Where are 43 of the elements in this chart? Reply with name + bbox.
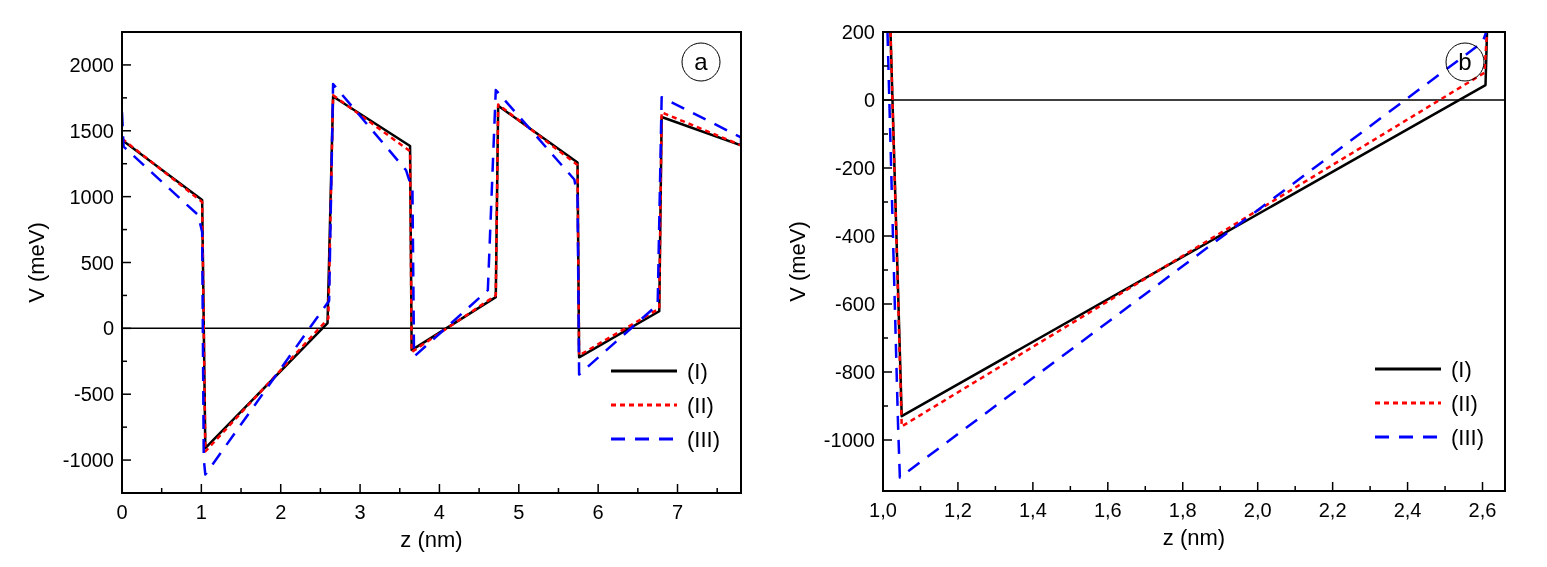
- y-tick-label: 0: [102, 317, 114, 340]
- x-tick-label: 1,0: [869, 499, 897, 521]
- x-tick-label: 7: [671, 501, 684, 523]
- x-tick-label: 2,4: [1393, 499, 1422, 521]
- y-tick-label: 200: [841, 21, 875, 43]
- annotation: b: [1458, 48, 1472, 75]
- y-tick-label: 1500: [69, 119, 114, 142]
- legend-label: (I): [1451, 357, 1472, 382]
- x-tick-label: 4: [433, 501, 445, 523]
- y-tick-label: -800: [834, 361, 875, 383]
- x-tick-label: 1,6: [1093, 499, 1122, 521]
- y-tick-label: -600: [834, 293, 875, 315]
- legend-label: (II): [687, 393, 714, 418]
- legend-label: (III): [1451, 425, 1484, 450]
- y-tick-label: -200: [834, 157, 875, 179]
- y-axis-title: V (meV): [785, 221, 810, 302]
- y-tick-label: 500: [80, 251, 114, 274]
- x-tick-label: 2,2: [1318, 499, 1347, 521]
- x-tick-label: 3: [354, 501, 366, 523]
- y-tick-label: 0: [863, 89, 875, 111]
- y-tick-label: -1000: [62, 449, 114, 472]
- y-tick-label: -500: [73, 383, 114, 406]
- legend-label: (III): [687, 427, 720, 452]
- x-tick-label: 1,2: [944, 499, 972, 521]
- x-axis-title: z (nm): [400, 527, 463, 552]
- x-tick-label: 5: [513, 501, 525, 523]
- x-tick-label: 1,8: [1168, 499, 1197, 521]
- x-tick-label: 6: [592, 501, 604, 523]
- y-tick-label: 1000: [69, 185, 114, 208]
- y-tick-label: -400: [834, 225, 875, 247]
- x-tick-label: 2: [275, 501, 287, 523]
- x-tick-label: 1: [195, 501, 207, 523]
- x-tick-label: 1,4: [1018, 499, 1047, 521]
- y-axis-title: V (meV): [24, 222, 49, 303]
- x-tick-label: 0: [116, 501, 128, 523]
- y-tick-label: 2000: [69, 53, 114, 76]
- annotation: a: [694, 48, 709, 75]
- x-tick-label: 2,0: [1243, 499, 1272, 521]
- y-tick-label: -1000: [823, 429, 875, 451]
- legend-label: (II): [1451, 391, 1478, 416]
- x-axis-title: z (nm): [1162, 525, 1226, 550]
- x-tick-label: 2,6: [1468, 499, 1497, 521]
- legend-label: (I): [687, 359, 708, 384]
